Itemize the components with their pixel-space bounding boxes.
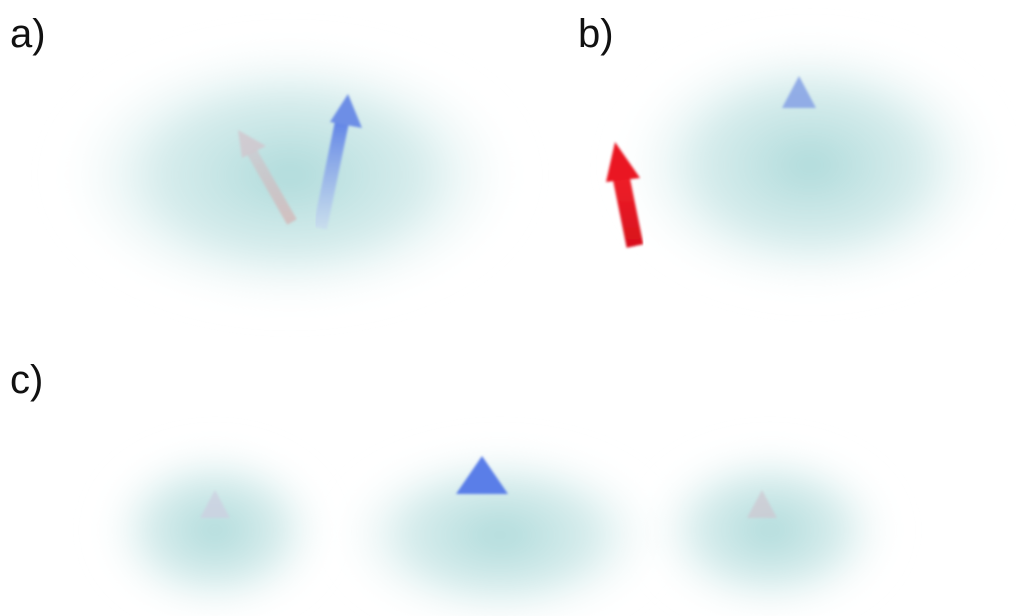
- panel-c-center-spin-arrow: [456, 456, 508, 612]
- panel-b-blue-spin-arrow: [782, 76, 816, 212]
- panel-a-label: a): [10, 12, 46, 56]
- panel-c-diagram: [95, 440, 900, 616]
- panel-a-faint-spin-arrow: [238, 130, 297, 225]
- panel-c-cloud-right: [640, 440, 900, 616]
- panel-b-label: b): [578, 12, 614, 56]
- panel-c-right-spin-arrow: [747, 490, 777, 592]
- panel-a-diagram: [50, 35, 530, 315]
- panel-b-diagram: [606, 30, 1010, 300]
- panel-c-cloud-center: [330, 440, 670, 616]
- panel-a-blue-spin-arrow: [313, 94, 362, 230]
- panel-b-red-spin-arrow: [606, 142, 644, 248]
- panel-c-label: c): [10, 358, 44, 402]
- panel-a-cloud: [50, 35, 530, 315]
- panel-b-cloud: [610, 30, 1010, 300]
- panel-c-left-spin-arrow: [200, 490, 230, 592]
